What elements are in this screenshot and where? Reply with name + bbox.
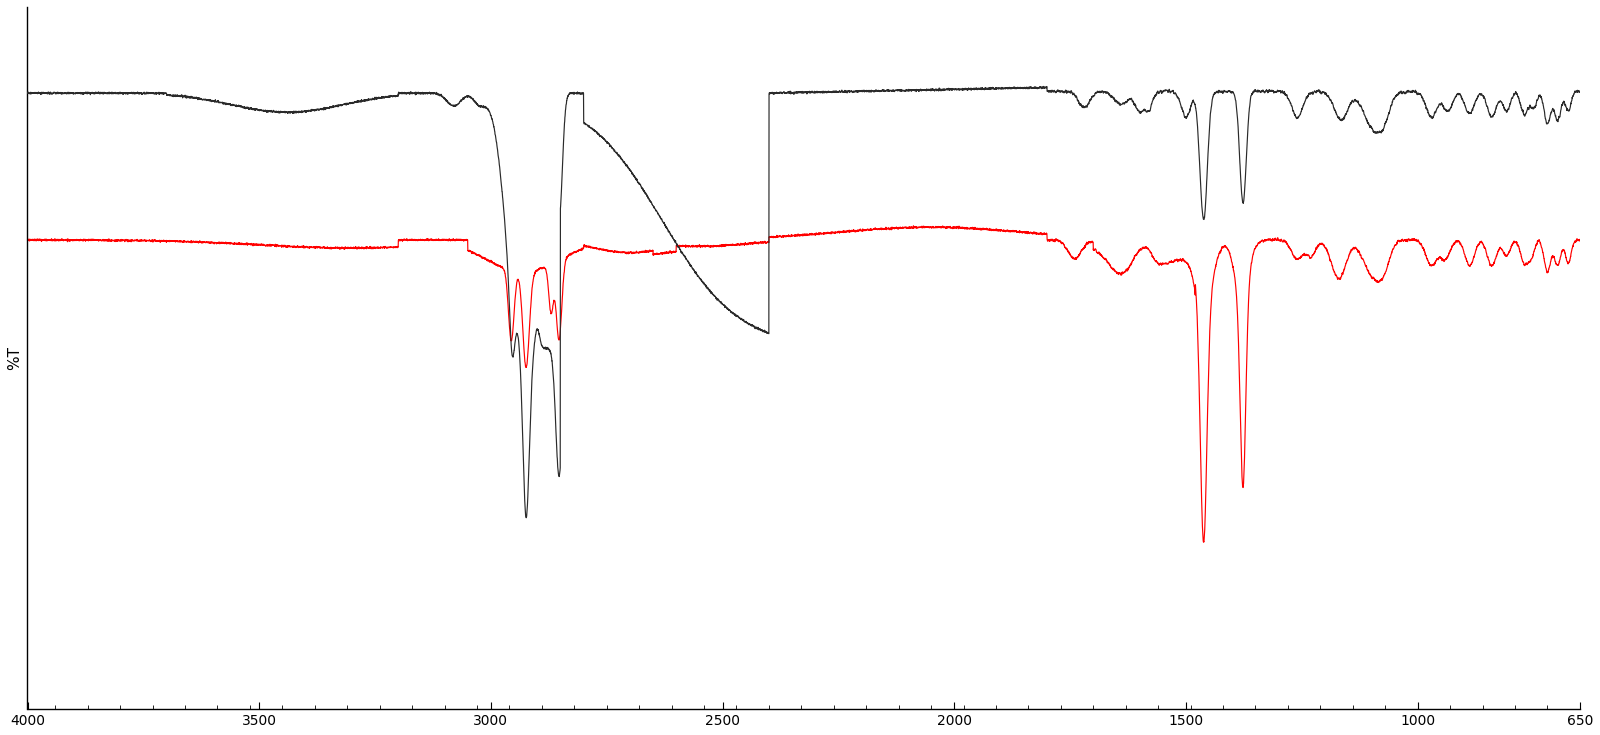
Y-axis label: %T: %T [6, 346, 22, 370]
